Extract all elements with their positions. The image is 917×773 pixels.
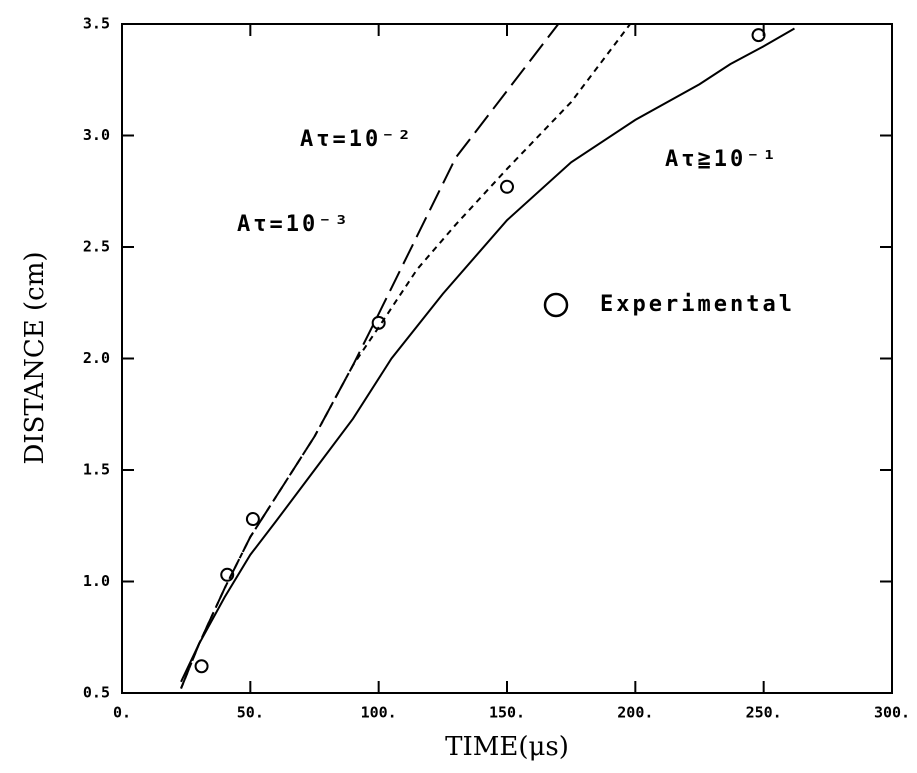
plot-frame <box>121 23 893 694</box>
line-annotation: Aτ=10⁻³ <box>237 212 351 237</box>
x-tick-label: 300. <box>874 704 910 722</box>
x-tick-label: 150. <box>489 704 525 722</box>
x-tick-label: 50. <box>237 704 264 722</box>
y-tick-label: 1.0 <box>83 572 110 590</box>
line-annotation: Aτ≧10⁻¹ <box>665 147 779 172</box>
experimental-point <box>194 659 209 674</box>
x-tick-label: 0. <box>113 704 131 722</box>
y-tick-label: 2.0 <box>83 349 110 367</box>
series-line <box>180 23 560 689</box>
x-axis-title: TIME(μs) <box>445 732 569 762</box>
y-tick-label: 1.5 <box>83 461 110 479</box>
experimental-point <box>751 28 766 43</box>
y-tick-label: 3.5 <box>83 15 110 33</box>
experimental-point <box>245 512 260 527</box>
experimental-point <box>500 179 514 194</box>
y-tick-label: 3.0 <box>83 126 110 144</box>
legend-marker <box>543 292 569 318</box>
series-line <box>180 23 631 689</box>
y-axis-title: DISTANCE (cm) <box>20 251 50 464</box>
y-tick-label: 2.5 <box>83 238 110 256</box>
y-tick-label: 0.5 <box>83 684 110 702</box>
experimental-point <box>220 567 235 582</box>
legend-label: Experimental <box>600 292 795 317</box>
x-tick-label: 100. <box>361 704 397 722</box>
experimental-point <box>371 315 386 330</box>
series-line <box>180 27 795 683</box>
x-tick-label: 250. <box>746 704 782 722</box>
line-annotation: Aτ=10⁻² <box>300 127 414 152</box>
x-tick-label: 200. <box>617 704 653 722</box>
